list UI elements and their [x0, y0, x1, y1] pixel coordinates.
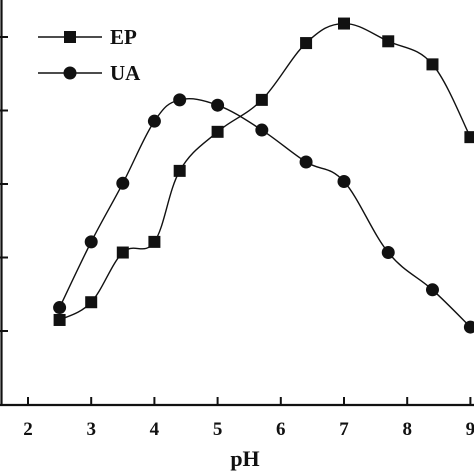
data-point-ua [425, 283, 439, 297]
legend-marker-ep [64, 31, 76, 43]
x-tick-label: 6 [276, 419, 286, 440]
x-axis-title: pH [230, 446, 259, 471]
data-point-ep [426, 58, 439, 71]
data-point-ep [338, 17, 350, 30]
data-point-ep [148, 235, 161, 248]
data-point-ep [300, 37, 313, 50]
data-point-ua [173, 93, 187, 107]
legend: EP UA [38, 25, 141, 85]
data-point-ep [255, 93, 268, 106]
data-point-ua [84, 235, 98, 249]
data-point-ua [53, 301, 67, 315]
x-tick-label: 5 [213, 419, 223, 440]
data-point-ua [255, 123, 269, 137]
data-point-ep [382, 35, 395, 48]
data-point-ep [116, 246, 129, 259]
data-point-ep [53, 313, 66, 326]
data-point-ua [147, 114, 161, 128]
data-point-ep [464, 131, 474, 144]
x-tick-label: 8 [402, 419, 412, 440]
data-point-ua [116, 176, 130, 190]
data-point-ep [211, 125, 224, 138]
data-point-ua [337, 175, 351, 189]
data-point-ua [299, 155, 313, 169]
legend-label-ep: EP [110, 25, 137, 49]
x-tick-label: 7 [339, 419, 349, 440]
x-tick-label: 4 [150, 419, 160, 440]
data-point-ua [381, 246, 395, 260]
legend-marker-ua [63, 66, 77, 80]
legend-label-ua: UA [110, 61, 141, 85]
data-point-ua [211, 98, 225, 112]
x-tick-label: 2 [23, 419, 33, 440]
axes [0, 0, 474, 407]
data-point-ep [173, 164, 186, 177]
ticks: 2 3 4 5 6 7 8 9 [0, 36, 474, 440]
series-markers [53, 17, 474, 334]
x-tick-label: 3 [86, 419, 96, 440]
data-point-ep [85, 296, 98, 309]
data-point-ua [463, 320, 474, 334]
x-tick-label: 9 [466, 419, 474, 440]
